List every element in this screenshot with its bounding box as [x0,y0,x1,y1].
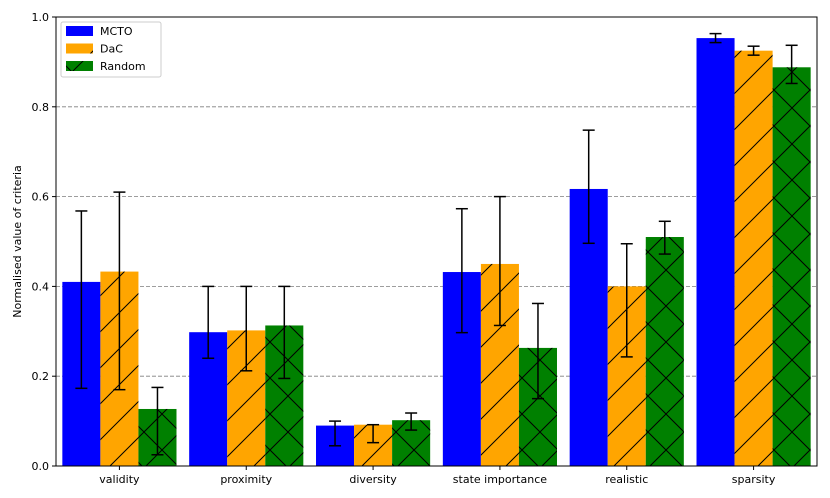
axis-layer: 0.0 0.2 0.4 0.6 0.8 1.0 validity proximity diver… [32,11,776,486]
plot-frame [55,16,818,467]
y-tick-label: 0.8 [32,101,50,114]
bar-hatch [772,67,811,467]
legend-swatch-mcto [66,26,93,36]
y-tick-label: 0.2 [32,370,50,383]
y-tick-label: 0.6 [32,191,50,204]
x-tick-label: diversity [349,473,397,486]
legend-swatch-hatch [66,61,93,71]
bar-hatch [734,50,773,467]
x-tick-label: realistic [605,473,648,486]
x-tick-label: state importance [453,473,547,486]
x-tick-label: proximity [220,473,272,486]
bar-hatch [645,237,684,466]
y-tick-label: 1.0 [32,11,50,24]
y-tick-label: 0.0 [32,460,50,473]
y-axis-label: Normalised value of criteria [11,165,24,318]
legend-label: DaC [100,43,123,56]
y-tick-label: 0.4 [32,280,50,293]
bars-layer [62,38,811,467]
legend: MCTO DaC Random [60,21,162,78]
x-tick-label: sparsity [732,473,776,486]
legend-swatch-hatch [66,43,93,54]
legend-label: MCTO [100,25,133,38]
legend-label: Random [100,60,146,73]
error-bars-layer [75,32,798,456]
bar-mcto [696,38,735,467]
x-tick-label: validity [99,473,140,486]
grid-layer [56,106,817,377]
